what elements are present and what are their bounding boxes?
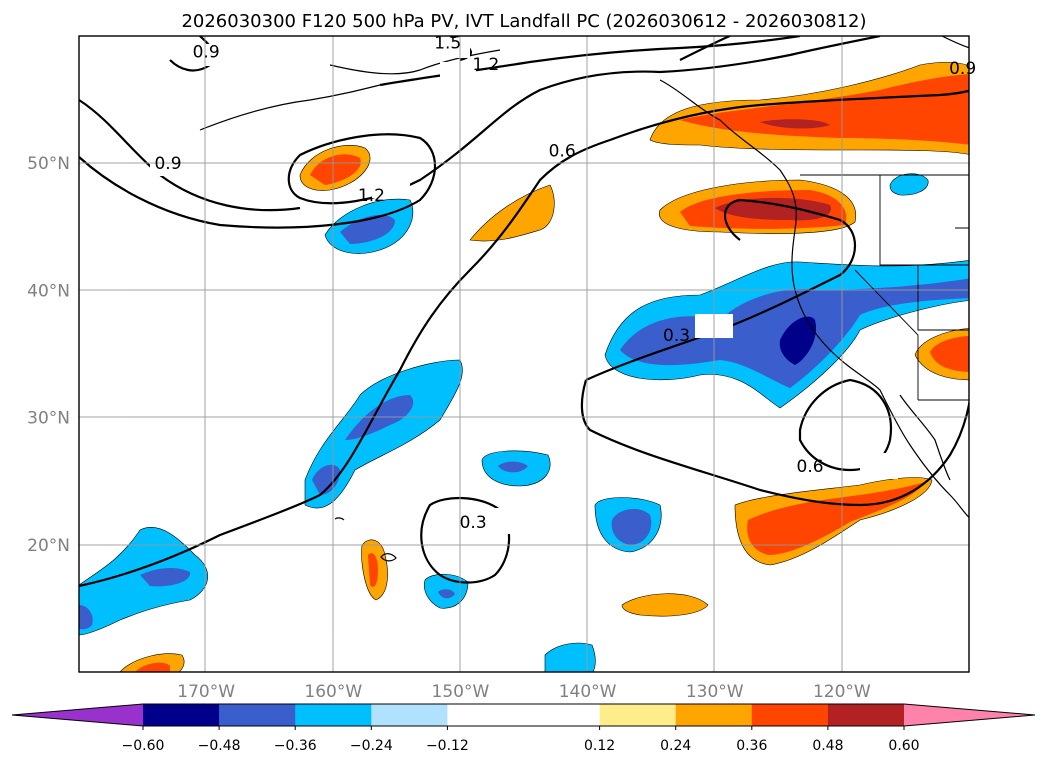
colorbar-tick-label: 0.12 — [584, 738, 615, 754]
anomaly-region-positive — [469, 184, 555, 242]
colorbar-segment — [371, 704, 448, 726]
colorbar-segment — [447, 704, 601, 726]
lat-tick-label: 40°N — [27, 281, 70, 301]
colorbar-segment — [295, 704, 372, 726]
pv-contour-label: 1.2 — [472, 55, 499, 75]
colorbar-segment — [827, 704, 905, 726]
colorbar-tick-label: 0.60 — [888, 738, 919, 754]
map-frame — [78, 35, 970, 673]
pv-contour-label: 0.6 — [797, 457, 824, 477]
lon-tick-label: 120°W — [813, 682, 871, 702]
anomaly-region-positive — [621, 593, 709, 617]
lat-tick-label: 20°N — [27, 536, 70, 556]
colorbar-segment — [751, 704, 829, 726]
lon-tick-label: 140°W — [559, 682, 617, 702]
colorbar-tick-label: −0.36 — [274, 738, 317, 754]
colorbar-segment — [599, 704, 677, 726]
colorbar-segment — [675, 704, 753, 726]
longitude-tick-labels: 170°W 160°W 150°W 140°W 130°W 120°W — [177, 682, 871, 702]
lat-tick-label: 30°N — [27, 409, 70, 429]
anomaly-region-negative — [304, 359, 463, 509]
anomaly-region-negative — [544, 642, 596, 672]
colorbar-tick-label: −0.24 — [350, 738, 393, 754]
latitude-tick-labels: 20°N 30°N 40°N 50°N — [27, 154, 70, 556]
colorbar-tick-label: −0.60 — [122, 738, 165, 754]
colorbar-tick-label: 0.24 — [660, 738, 691, 754]
colorbar-extend-high — [904, 704, 1035, 726]
colorbar-tick-label: 0.48 — [812, 738, 843, 754]
lon-tick-label: 130°W — [686, 682, 744, 702]
gridlines — [79, 36, 969, 672]
lon-tick-label: 150°W — [432, 682, 490, 702]
map-area: 0.9 1.5 1.2 0.9 0.6 1.2 0.3 0.6 0.3 0.9 — [78, 33, 976, 673]
lat-tick-label: 50°N — [27, 154, 70, 174]
chart-title: 2026030300 F120 500 hPa PV, IVT Landfall… — [181, 11, 866, 32]
pv-contour-label: 1.5 — [434, 33, 461, 53]
colorbar-tick-label: −0.12 — [426, 738, 469, 754]
colorbar-tick-label: 0.36 — [736, 738, 767, 754]
pv-contour-label: 0.9 — [154, 154, 181, 174]
pv-contour-label: 0.3 — [663, 326, 690, 346]
pv-contour-label: 0.6 — [549, 141, 576, 161]
colorbar-tick-labels: −0.60 −0.48 −0.36 −0.24 −0.12 0.12 0.24 0.36 0.4… — [122, 726, 920, 754]
pv-contour-label: 0.9 — [193, 42, 220, 62]
colorbar-tick-label: −0.48 — [198, 738, 241, 754]
lon-tick-label: 160°W — [304, 682, 362, 702]
pv-contour-label: 1.2 — [358, 186, 385, 206]
state-borders — [800, 174, 969, 401]
lon-tick-label: 170°W — [177, 682, 235, 702]
colorbar-segment — [219, 704, 296, 726]
colorbar-extend-low — [12, 704, 143, 726]
pv-contour-label: 0.3 — [460, 513, 487, 533]
colorbar — [11, 703, 1036, 727]
colorbar-segment — [143, 704, 220, 726]
pv-contour-label: 0.9 — [949, 59, 976, 79]
anomaly-region-negative — [889, 173, 929, 196]
